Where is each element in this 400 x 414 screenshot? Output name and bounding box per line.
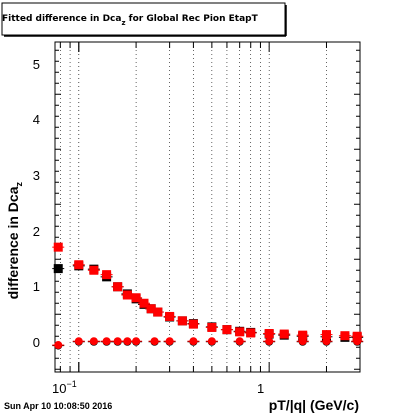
data-point	[235, 337, 244, 346]
data-point	[89, 265, 99, 275]
data-point	[207, 337, 216, 346]
data-point	[74, 260, 84, 270]
y-tick-label: 3	[33, 168, 40, 183]
y-tick-label: 5	[33, 57, 40, 72]
data-point	[113, 337, 122, 346]
data-point	[123, 337, 132, 346]
data-point	[54, 341, 63, 350]
y-tick-labels: 0 1 2 3 4 5	[33, 57, 40, 350]
data-point	[246, 328, 256, 338]
x-axis-ticks	[59, 42, 361, 372]
data-point	[113, 282, 123, 292]
data-marks	[52, 242, 364, 350]
data-point	[165, 311, 175, 321]
chart-title: Fitted difference in Dcaz for Global Rec…	[2, 14, 259, 27]
data-point	[150, 337, 159, 346]
y-tick-label: 1	[33, 279, 40, 294]
data-point	[321, 330, 331, 340]
y-axis-ticks	[55, 49, 360, 370]
data-point	[177, 316, 187, 326]
data-point	[122, 290, 132, 300]
data-point	[207, 322, 217, 332]
data-point	[53, 264, 63, 274]
data-point	[352, 331, 362, 341]
data-point	[89, 337, 98, 346]
data-point	[74, 337, 83, 346]
data-point	[235, 327, 245, 337]
data-point	[189, 337, 198, 346]
data-point	[188, 319, 198, 329]
timestamp: Sun Apr 10 10:08:50 2016	[4, 401, 112, 411]
data-point	[279, 329, 289, 339]
y-tick-label: 0	[33, 335, 40, 350]
data-point	[153, 307, 163, 317]
y-tick-label: 2	[33, 224, 40, 239]
data-point	[265, 337, 274, 346]
data-point	[102, 337, 111, 346]
data-point	[132, 337, 141, 346]
plot-frame	[54, 41, 361, 373]
data-point	[340, 331, 350, 341]
data-point	[264, 329, 274, 338]
data-point	[139, 298, 149, 308]
data-point	[146, 304, 156, 314]
x-axis-title: pT/|q| (GeV/c)	[269, 397, 359, 413]
data-point	[222, 325, 232, 335]
y-tick-label: 4	[33, 112, 40, 127]
data-point	[353, 337, 362, 346]
chart-title-box: Fitted difference in Dcaz for Global Rec…	[1, 2, 287, 37]
data-point	[298, 337, 307, 346]
data-point	[131, 293, 141, 303]
data-point	[165, 337, 174, 346]
data-point	[102, 270, 112, 280]
x-tick-label: 1	[257, 381, 264, 396]
data-point	[53, 242, 63, 252]
x-tick-label: 10−1	[52, 379, 77, 396]
data-point	[298, 330, 308, 340]
y-axis-title: difference in Dcaz	[5, 182, 24, 300]
x-tick-labels: 10−1 1	[52, 379, 264, 396]
data-point	[322, 337, 331, 346]
